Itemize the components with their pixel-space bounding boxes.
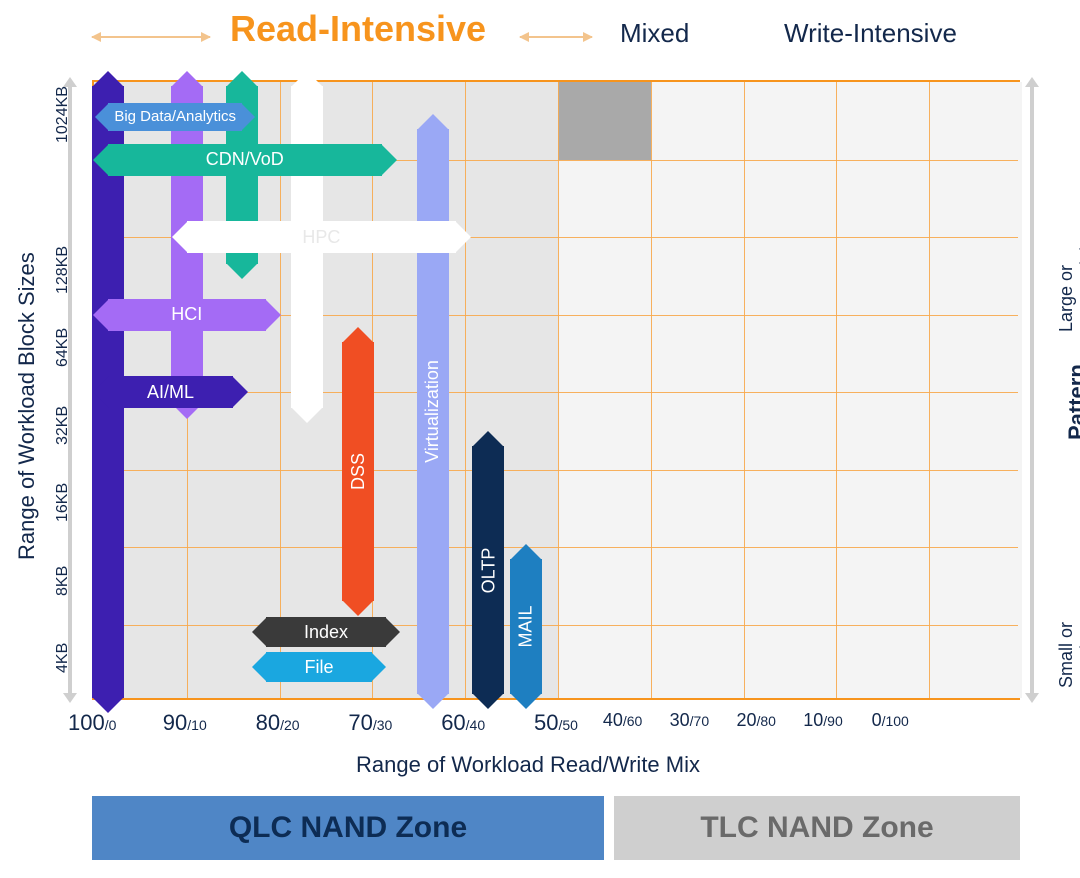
mail-vertical-label: MAIL bbox=[515, 605, 536, 647]
qlc-zone-bar: QLC NAND Zone bbox=[92, 796, 604, 860]
gridline-v bbox=[836, 82, 837, 698]
y-tick-3: 32KB bbox=[54, 406, 72, 445]
dss-vertical-label: DSS bbox=[348, 453, 369, 490]
bigdata-bar: Big Data/Analytics bbox=[108, 103, 243, 131]
plot-area: DSS Virtualization OLTP MAIL Big Data/Analyt… bbox=[92, 80, 1020, 700]
cdn-bar-label: CDN/VoD bbox=[206, 149, 284, 170]
y-tick-0: 4KB bbox=[54, 643, 72, 673]
top-label-mixed: Mixed bbox=[620, 18, 689, 49]
x-tick-2: 80/20 bbox=[256, 710, 300, 736]
y-axis-right-title: Pattern bbox=[1064, 364, 1080, 440]
y-tick-4: 64KB bbox=[54, 328, 72, 367]
x-tick-6: 40/60 bbox=[603, 710, 643, 731]
hci-bar-label: HCI bbox=[171, 304, 202, 325]
gridline-v bbox=[651, 82, 652, 698]
tlc-background bbox=[558, 82, 1022, 698]
y-axis-right-upper: Large or Sequential bbox=[1056, 247, 1080, 332]
y-axis-right-lower: Small or Random bbox=[1056, 620, 1080, 688]
y-tick-2: 16KB bbox=[54, 483, 72, 522]
aiml-bar-label: AI/ML bbox=[147, 382, 194, 403]
oltp-vertical: OLTP bbox=[472, 446, 504, 694]
dss-vertical: DSS bbox=[342, 342, 374, 602]
y-axis-left-title: Range of Workload Block Sizes bbox=[14, 252, 40, 560]
x-tick-1: 90/10 bbox=[163, 710, 207, 736]
y-tick-7: 1024KB bbox=[54, 86, 72, 143]
file-bar: File bbox=[266, 652, 373, 682]
top-arrow-left bbox=[92, 36, 210, 38]
gridline-v bbox=[465, 82, 466, 698]
x-axis-title: Range of Workload Read/Write Mix bbox=[356, 752, 700, 778]
gridline-h bbox=[94, 625, 1018, 626]
top-label-read: Read-Intensive bbox=[230, 8, 486, 50]
qlc-zone-label: QLC NAND Zone bbox=[229, 811, 467, 845]
tlc-zone-bar: TLC NAND Zone bbox=[614, 796, 1020, 860]
virtualization-vert-label: Virtualization bbox=[422, 360, 443, 463]
gridline-h bbox=[94, 547, 1018, 548]
x-tick-0: 100/0 bbox=[68, 710, 116, 736]
gridline-v bbox=[744, 82, 745, 698]
oltp-vertical-label: OLTP bbox=[478, 547, 499, 593]
hpc-bar-label: HPC bbox=[302, 227, 340, 248]
x-tick-4: 60/40 bbox=[441, 710, 485, 736]
y-tick-5: 128KB bbox=[54, 246, 72, 294]
file-bar-label: File bbox=[305, 657, 334, 678]
mail-vertical: MAIL bbox=[510, 559, 542, 695]
gridline-v bbox=[558, 82, 559, 698]
y-axis-left-arrow bbox=[68, 86, 72, 694]
top-arrow-mid bbox=[520, 36, 592, 38]
x-tick-10: 0/100 bbox=[872, 710, 909, 731]
bigdata-bar-label: Big Data/Analytics bbox=[114, 108, 236, 125]
grey-block bbox=[558, 82, 651, 160]
y-tick-1: 8KB bbox=[54, 566, 72, 596]
x-tick-7: 30/70 bbox=[670, 710, 710, 731]
x-tick-5: 50/50 bbox=[534, 710, 578, 736]
aiml-bar: AI/ML bbox=[108, 376, 233, 408]
index-bar: Index bbox=[266, 617, 387, 647]
gridline-v bbox=[929, 82, 930, 698]
x-tick-9: 10/90 bbox=[803, 710, 843, 731]
virtualization-vert: Virtualization bbox=[417, 129, 449, 695]
cdn-bar: CDN/VoD bbox=[108, 144, 382, 176]
y-axis-right-arrow bbox=[1030, 86, 1034, 694]
tlc-zone-label: TLC NAND Zone bbox=[700, 811, 933, 845]
gridline-h bbox=[94, 470, 1018, 471]
x-tick-8: 20/80 bbox=[736, 710, 776, 731]
hci-bar: HCI bbox=[108, 299, 266, 331]
index-bar-label: Index bbox=[304, 622, 348, 643]
hpc-bar: HPC bbox=[187, 221, 456, 253]
top-label-write: Write-Intensive bbox=[784, 18, 957, 49]
x-tick-3: 70/30 bbox=[348, 710, 392, 736]
